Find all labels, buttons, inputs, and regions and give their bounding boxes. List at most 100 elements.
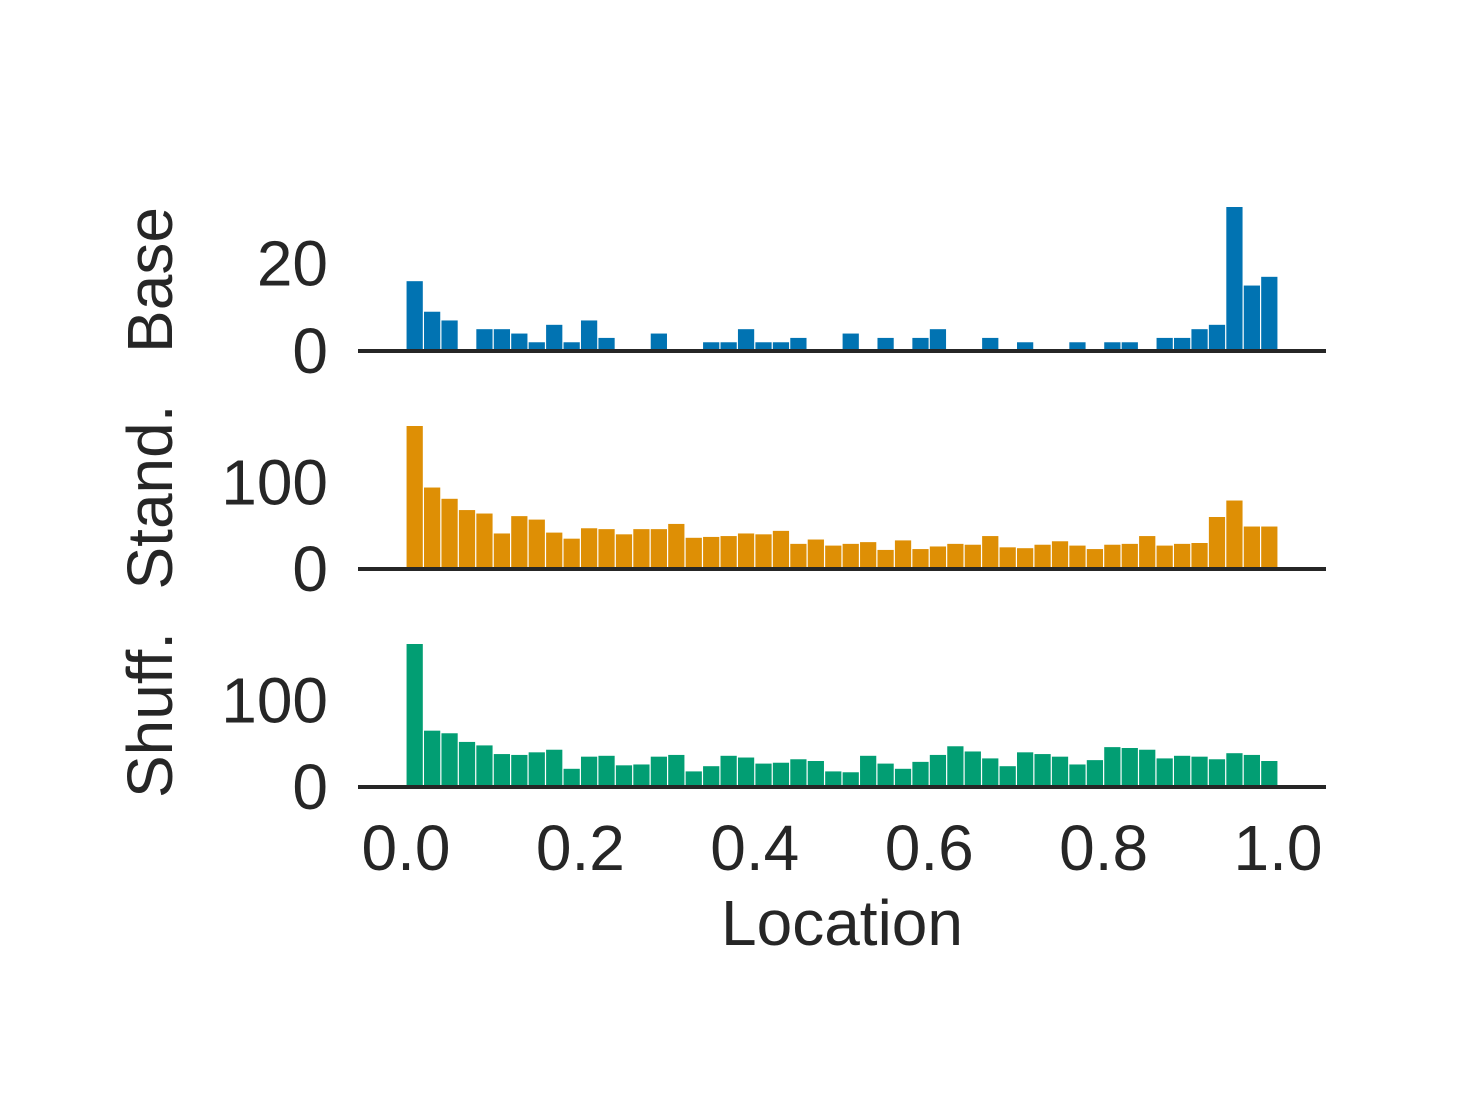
histogram-bar xyxy=(807,761,824,787)
histogram-bar xyxy=(580,528,598,569)
y-tick-label: 0 xyxy=(292,533,328,605)
histogram-bar xyxy=(633,764,650,787)
histogram-bar xyxy=(1104,544,1121,569)
histogram-bar xyxy=(528,342,545,351)
histogram-bar xyxy=(929,329,947,351)
histogram-bar xyxy=(1208,759,1226,787)
histogram-bar xyxy=(860,542,877,569)
histogram-bar xyxy=(1121,342,1138,351)
histogram-bar xyxy=(650,333,667,351)
histogram-bar xyxy=(598,529,615,569)
histogram-bar xyxy=(511,333,528,351)
histogram-bar xyxy=(1121,543,1138,569)
histogram-bar xyxy=(790,759,807,787)
histogram-bar xyxy=(1173,755,1191,787)
histogram-bar xyxy=(720,755,737,787)
histogram-bar xyxy=(1261,761,1278,787)
histogram-bar xyxy=(1243,285,1260,351)
histogram-bar xyxy=(1261,526,1278,569)
histogram-bar xyxy=(894,540,912,569)
histogram-bar xyxy=(580,756,598,787)
y-axis-label: Base xyxy=(114,207,186,353)
histogram-bar xyxy=(1017,548,1034,569)
histogram-bar xyxy=(528,752,545,787)
histogram-bar xyxy=(790,337,807,351)
histogram-bar xyxy=(563,342,580,351)
histogram-bar xyxy=(546,532,563,569)
histogram-bar xyxy=(755,534,772,569)
histogram-bar xyxy=(580,320,598,351)
histogram-bar xyxy=(1104,342,1121,351)
histogram-bar xyxy=(598,755,615,787)
histogram-bar xyxy=(1226,753,1243,787)
x-tick-label: 1.0 xyxy=(1234,812,1323,884)
histogram-bar xyxy=(772,530,790,569)
histogram-bar xyxy=(825,545,842,569)
histogram-bar xyxy=(877,763,894,787)
histogram-bar xyxy=(1051,541,1069,569)
y-tick-label: 100 xyxy=(221,664,328,736)
histogram-bar xyxy=(755,342,772,351)
histogram-bar xyxy=(441,498,458,569)
histogram-bar xyxy=(1243,526,1260,569)
histogram-bar xyxy=(546,749,563,787)
histogram-bar xyxy=(424,311,441,351)
histogram-bar xyxy=(894,768,912,787)
histogram-bar xyxy=(912,337,929,351)
histogram-bar xyxy=(720,342,737,351)
histogram-bar xyxy=(406,644,423,787)
histogram-bar xyxy=(703,342,720,351)
histogram-bar xyxy=(1121,748,1138,787)
y-tick-label: 0 xyxy=(292,315,328,387)
histogram-bar xyxy=(563,538,580,569)
panel-base: 0 20 Base xyxy=(114,207,1326,387)
histogram-bar xyxy=(1069,764,1086,787)
x-axis: 0.0 0.2 0.4 0.6 0.8 1.0 Location xyxy=(361,812,1322,959)
histogram-bar xyxy=(668,754,685,787)
histogram-bar xyxy=(860,755,877,787)
x-tick-label: 0.8 xyxy=(1059,812,1148,884)
histogram-bar xyxy=(982,536,999,569)
y-tick-label: 20 xyxy=(257,228,328,300)
histogram-bar xyxy=(511,754,528,787)
y-tick-label: 0 xyxy=(292,751,328,823)
y-axis-label: Shuff. xyxy=(114,632,186,798)
y-tick-label: 100 xyxy=(221,446,328,518)
histogram-bar xyxy=(458,741,476,787)
histogram-bar xyxy=(720,536,737,569)
x-tick-label: 0.6 xyxy=(885,812,974,884)
histogram-bar xyxy=(406,426,423,569)
histogram-bar xyxy=(703,536,720,569)
histogram-bar xyxy=(947,543,964,569)
histogram-bar xyxy=(650,529,667,569)
histogram-bar xyxy=(929,546,947,569)
histogram-bar xyxy=(1173,337,1191,351)
histogram-bar xyxy=(772,342,790,351)
histogram-bar xyxy=(493,754,511,787)
histogram-bar xyxy=(964,544,981,569)
histogram-bar xyxy=(964,751,981,787)
histogram-bar xyxy=(737,329,755,351)
histogram-bar xyxy=(772,762,790,787)
histogram-bar xyxy=(633,529,650,569)
panel-stand: 0 100 Stand. xyxy=(114,404,1326,605)
histogram-bar xyxy=(1173,543,1191,569)
histogram-bar xyxy=(1261,276,1278,351)
histogram-bar xyxy=(668,523,685,569)
histogram-bar xyxy=(1191,543,1208,569)
x-tick-label: 0.4 xyxy=(710,812,799,884)
histogram-bar xyxy=(1069,545,1086,569)
panel-shuff: 0 100 Shuff. xyxy=(114,632,1326,823)
histogram-bar xyxy=(424,487,441,569)
histogram-bar xyxy=(877,549,894,569)
histogram-bar xyxy=(685,537,702,569)
histogram-bar xyxy=(511,516,528,569)
histogram-bar xyxy=(999,766,1016,787)
histogram-bar xyxy=(737,757,755,787)
histogram-bar xyxy=(1086,760,1104,787)
histogram-bar xyxy=(842,333,859,351)
histogram-bar xyxy=(650,756,667,787)
histogram-bar xyxy=(563,768,580,787)
histogram-bar xyxy=(947,746,964,787)
